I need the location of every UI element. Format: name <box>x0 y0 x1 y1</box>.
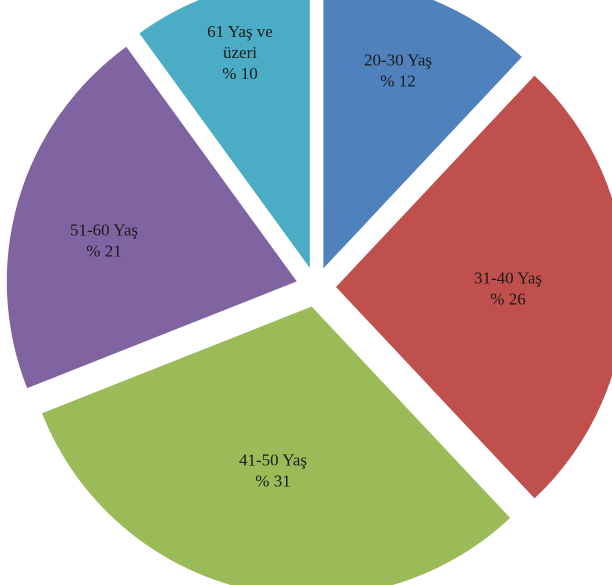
pie-slice-5 <box>139 0 310 268</box>
pie-slice-3 <box>42 306 511 585</box>
slice-label-5: 61 Yaş ve üzeri% 10 <box>207 22 273 83</box>
slice-label-3: 41-50 Yaş% 31 <box>239 451 307 491</box>
pie-slice-2 <box>336 75 612 499</box>
pie-labels: 20-30 Yaş% 12 31-40 Yaş% 26 41-50 Yaş% 31 5… <box>70 22 542 491</box>
slice-label-2: 31-40 Yaş% 26 <box>474 269 542 309</box>
pie-slice-1 <box>323 0 522 269</box>
slice-label-4: 51-60 Yaş% 21 <box>70 221 138 261</box>
pie-slices <box>6 0 612 585</box>
slice-label-1: 20-30 Yaş% 12 <box>364 51 432 91</box>
pie-slice-4 <box>6 46 297 389</box>
